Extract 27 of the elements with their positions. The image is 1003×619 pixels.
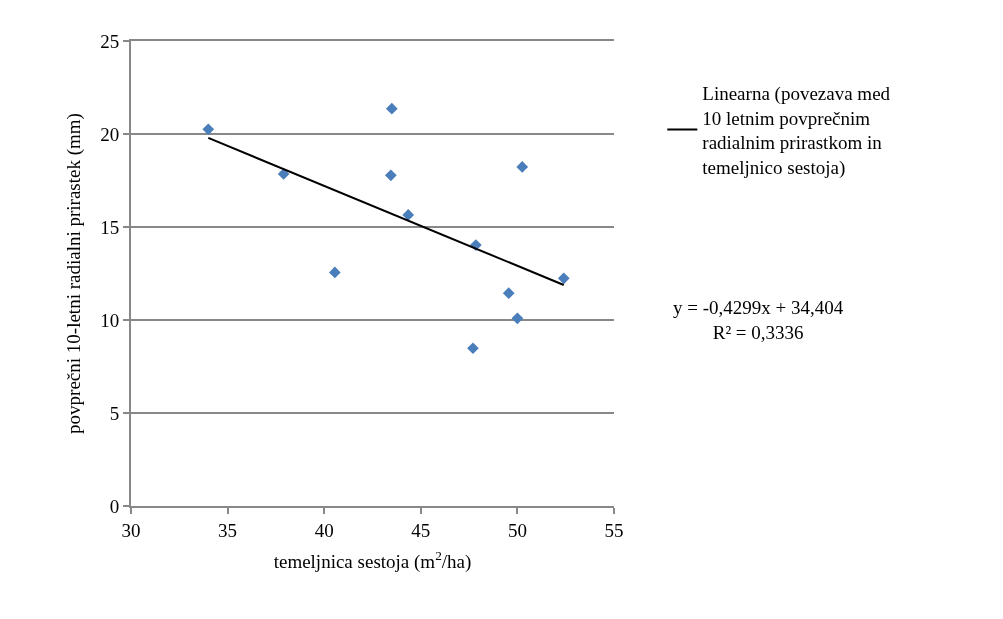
text: y = -0,4299x + 34,404 R² = 0,3336: [673, 297, 844, 343]
x-tick-label: 40: [314, 519, 334, 541]
point: [557, 272, 570, 285]
point: [328, 266, 341, 279]
x-tick-label: 55: [604, 519, 624, 541]
point: [385, 169, 397, 182]
x-axis-title: temeljnica sestoja (m$^{2}$/ha): [273, 548, 472, 574]
y-tick-label: 15: [100, 216, 120, 238]
y-tick-label: 20: [100, 123, 120, 145]
y-tick-label: 25: [100, 30, 120, 52]
point: [385, 102, 398, 115]
point: [402, 209, 415, 221]
y-axis-title: povprečni 10-letni radialni prirastek (mm): [62, 113, 85, 434]
y-tick-label: 10: [100, 309, 120, 331]
point: [277, 168, 290, 180]
x-tick-label: 45: [411, 519, 431, 541]
legend-label: Linearna (povezava med 10 letnim povprečnim radialnim prirastkom in temeljnico sestoja): [702, 82, 891, 179]
y-tick-label: 0: [109, 495, 120, 517]
point: [502, 287, 515, 300]
y-tick-label: 5: [109, 402, 120, 424]
x-tick-label: 50: [507, 519, 527, 541]
x-tick-label: 35: [218, 519, 238, 541]
point: [516, 161, 529, 173]
x-tick-label: 30: [121, 519, 141, 541]
point: [467, 342, 479, 355]
point: [202, 123, 215, 136]
point: [511, 312, 524, 325]
